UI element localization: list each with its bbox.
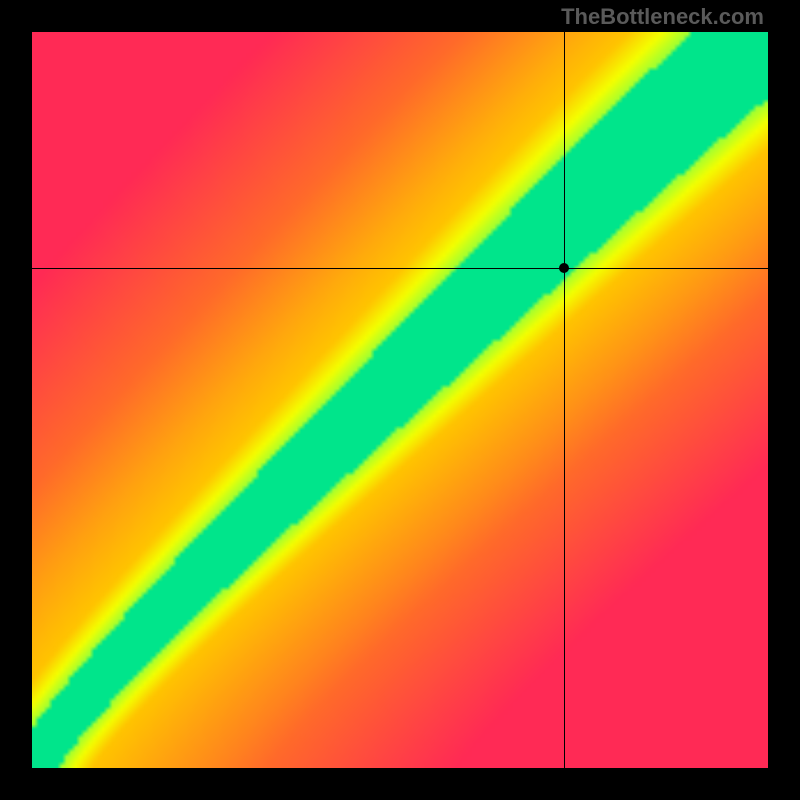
- crosshair-horizontal: [32, 268, 768, 269]
- watermark-text: TheBottleneck.com: [561, 4, 764, 30]
- heatmap-canvas: [32, 32, 768, 768]
- crosshair-vertical: [564, 32, 565, 768]
- crosshair-marker: [559, 263, 569, 273]
- bottleneck-heatmap: [32, 32, 768, 768]
